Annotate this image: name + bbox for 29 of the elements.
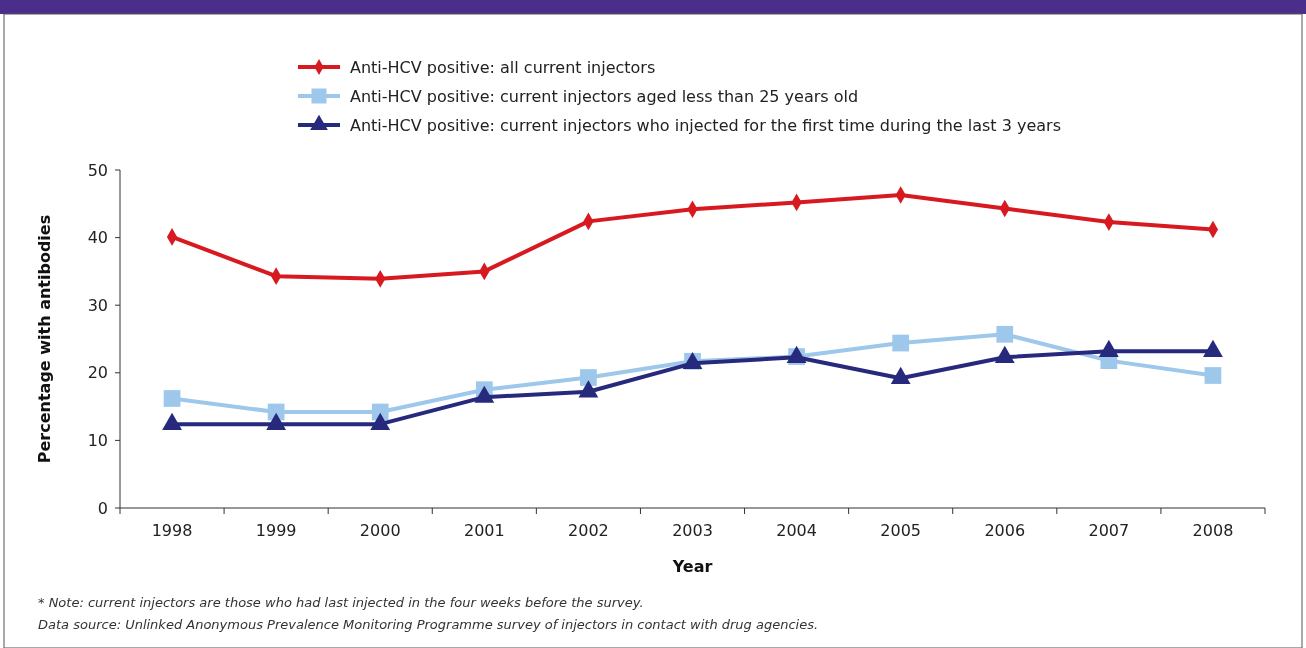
x-axis-title: Year (671, 557, 713, 576)
x-tick-label: 2002 (568, 521, 609, 540)
legend-label: Anti-HCV positive: all current injectors (350, 57, 656, 77)
y-tick-label: 50 (87, 160, 108, 180)
x-tick-label: 2001 (463, 521, 505, 540)
y-tick-label: 40 (87, 228, 108, 248)
y-tick-label: 30 (87, 295, 108, 315)
legend-label: Anti-HCV positive: current injectors who injected for the first time during the last 3 years (350, 115, 1062, 135)
x-tick-label: 1998 (151, 521, 193, 540)
y-tick-label: 0 (97, 498, 108, 518)
y-tick-label: 20 (87, 363, 108, 383)
point (892, 334, 910, 352)
x-tick-label: 2006 (984, 521, 1026, 540)
point (1204, 367, 1222, 384)
point (163, 390, 181, 407)
x-tick-label: 2000 (359, 521, 401, 540)
source-note: Data source: Unlinked Anonymous Prevalence Monitoring Programme survey of injectors in contact with drug agencies. (38, 617, 819, 632)
x-tick-label: 2003 (672, 521, 713, 540)
x-tick-label: 1999 (255, 521, 297, 540)
point (996, 325, 1014, 343)
x-tick-label: 2008 (1192, 521, 1234, 540)
x-tick-label: 2004 (776, 521, 817, 540)
point (580, 369, 597, 386)
legend-label: Anti-HCV positive: current injectors aged less than 25 years old (350, 86, 859, 106)
text: * Note: current injectors are those who had last injected in the four weeks before the survey. (38, 595, 644, 610)
y-axis-title: Percentage with antibodies (35, 214, 54, 464)
x-tick-label: 2007 (1088, 521, 1130, 540)
y-tick-label: 10 (87, 431, 108, 450)
x-tick-label: 2005 (880, 521, 922, 540)
